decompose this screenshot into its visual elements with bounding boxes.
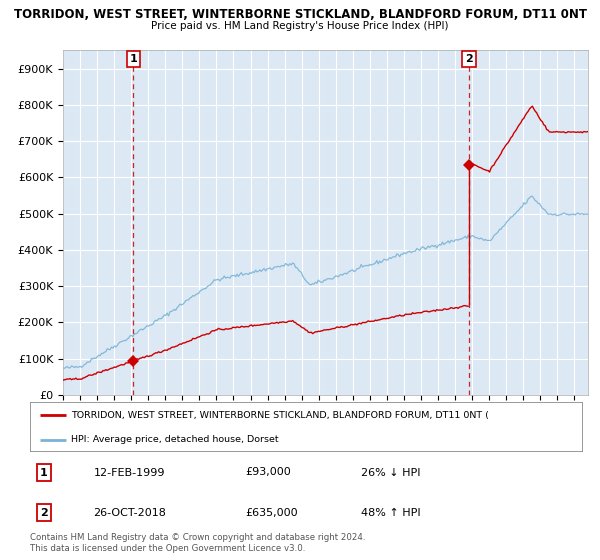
- Text: TORRIDON, WEST STREET, WINTERBORNE STICKLAND, BLANDFORD FORUM, DT11 0NT: TORRIDON, WEST STREET, WINTERBORNE STICK…: [14, 8, 587, 21]
- Text: 2: 2: [465, 54, 473, 64]
- Text: Contains HM Land Registry data © Crown copyright and database right 2024.
This d: Contains HM Land Registry data © Crown c…: [30, 533, 365, 553]
- Text: 1: 1: [40, 468, 47, 478]
- Text: 48% ↑ HPI: 48% ↑ HPI: [361, 507, 421, 517]
- Text: £93,000: £93,000: [245, 468, 291, 478]
- Text: 26-OCT-2018: 26-OCT-2018: [94, 507, 166, 517]
- Text: TORRIDON, WEST STREET, WINTERBORNE STICKLAND, BLANDFORD FORUM, DT11 0NT (: TORRIDON, WEST STREET, WINTERBORNE STICK…: [71, 411, 489, 420]
- Text: 12-FEB-1999: 12-FEB-1999: [94, 468, 165, 478]
- Text: Price paid vs. HM Land Registry's House Price Index (HPI): Price paid vs. HM Land Registry's House …: [151, 21, 449, 31]
- Text: HPI: Average price, detached house, Dorset: HPI: Average price, detached house, Dors…: [71, 436, 279, 445]
- Text: 1: 1: [130, 54, 137, 64]
- Text: £635,000: £635,000: [245, 507, 298, 517]
- Text: 26% ↓ HPI: 26% ↓ HPI: [361, 468, 421, 478]
- Text: 2: 2: [40, 507, 47, 517]
